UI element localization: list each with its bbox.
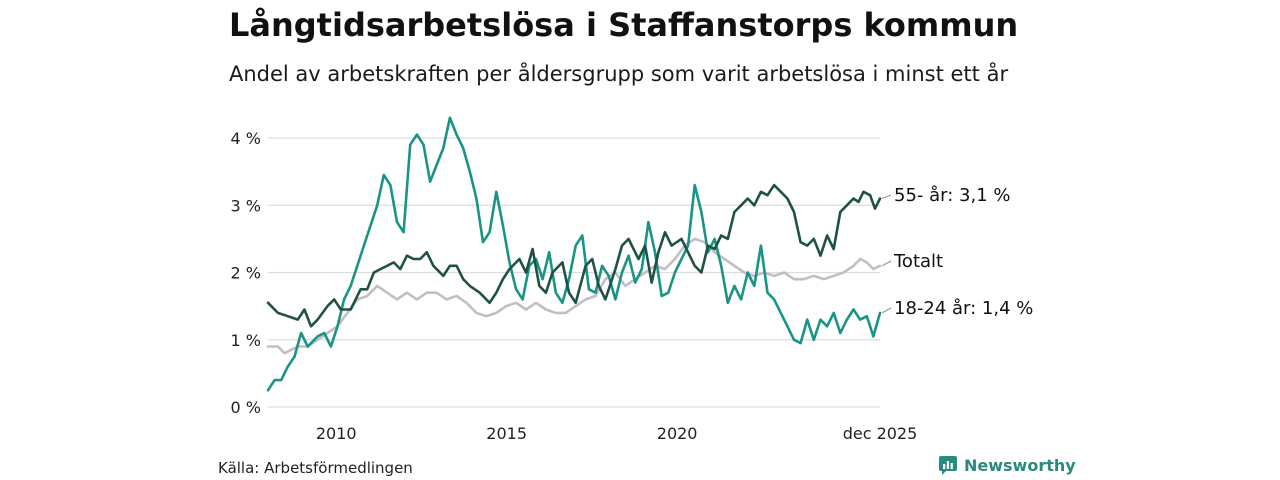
series-lines — [266, 116, 882, 392]
y-tick-label: 1 % — [231, 331, 261, 350]
chart-subtitle: Andel av arbetskraften per åldersgrupp s… — [229, 62, 1009, 86]
x-tick-label: 2020 — [657, 424, 698, 443]
y-axis-ticks: 0 % 1 % 2 % 3 % 4 % — [231, 129, 261, 417]
end-label-age55: 55- år: 3,1 % — [894, 185, 1010, 206]
source-note: Källa: Arbetsförmedlingen — [218, 459, 413, 477]
series-line-total — [266, 237, 882, 355]
gridlines — [268, 137, 880, 408]
end-label-connector — [881, 307, 892, 314]
series-line-age55 — [266, 183, 882, 328]
x-tick-label: 2015 — [486, 424, 527, 443]
brand-name: Newsworthy — [964, 455, 1076, 475]
y-tick-label: 2 % — [231, 264, 261, 283]
y-tick-label: 0 % — [231, 398, 261, 417]
end-label-connector — [881, 260, 892, 267]
y-tick-label: 4 % — [231, 129, 261, 148]
x-axis-ticks: 2010 2015 2020 dec 2025 — [316, 424, 917, 443]
y-tick-label: 3 % — [231, 196, 261, 215]
x-tick-label: dec 2025 — [843, 424, 918, 443]
series-end-labels: Totalt 18-24 år: 1,4 % 55- år: 3,1 % — [881, 185, 1033, 319]
chart-title: Långtidsarbetslösa i Staffanstorps kommu… — [229, 6, 1019, 44]
end-label-connector — [881, 194, 892, 199]
series-line-age18_24 — [266, 116, 882, 392]
brand-logo: Newsworthy — [938, 455, 1076, 475]
end-label-age18_24: 18-24 år: 1,4 % — [894, 298, 1033, 319]
end-label-total: Totalt — [893, 251, 943, 272]
x-tick-label: 2010 — [316, 424, 357, 443]
newsworthy-logo-icon — [939, 456, 957, 475]
